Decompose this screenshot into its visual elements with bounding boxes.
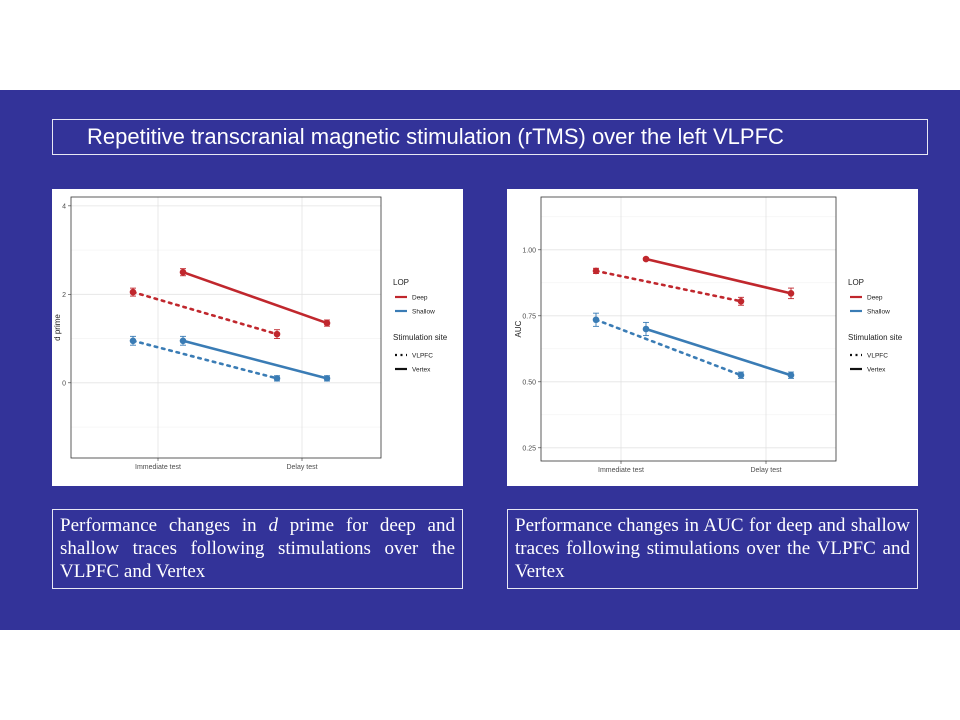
- dprime-legend-lop-title: LOP: [393, 278, 409, 287]
- auc-x-tick-label: Delay test: [750, 467, 781, 474]
- dprime-x-tick-label: Delay test: [286, 464, 317, 471]
- auc-shallow-vlpfc-line: [594, 318, 743, 377]
- auc-chart: 0.25 0.50 0.75 1.00 Immediate test Delay test…: [514, 196, 903, 474]
- auc-legend-deep-label: Deep: [867, 295, 883, 302]
- auc-deep-vertex-point: [787, 290, 795, 297]
- auc-shallow-vlpfc-point: [737, 371, 745, 379]
- auc-deep-vlpfc-point: [737, 297, 745, 305]
- auc-y-tick-label: 0.75: [522, 313, 536, 320]
- auc-shallow-vertex-point: [787, 371, 795, 379]
- caption-dprime-italic-d: d: [268, 515, 278, 536]
- auc-x-tick-label: Immediate test: [598, 467, 644, 474]
- auc-legend-shallow-label: Shallow: [867, 309, 890, 316]
- dprime-legend-vertex-label: Vertex: [412, 367, 431, 374]
- dprime-legend-deep-label: Deep: [412, 295, 428, 302]
- auc-deep-vertex-point: [642, 255, 650, 263]
- dprime-y-tick-label: 4: [62, 203, 66, 210]
- auc-deep-vlpfc-line: [594, 269, 743, 303]
- chart-panel-dprime: 0 2 4 Immediate test Delay test d prime LOP Dee…: [52, 189, 463, 486]
- dprime-deep-vertex-point: [179, 268, 187, 276]
- dprime-legend-shallow-label: Shallow: [412, 309, 435, 316]
- dprime-legend-vlpfc-label: VLPFC: [412, 353, 433, 360]
- dprime-shallow-vertex-point: [179, 337, 187, 345]
- auc-y-tick-label: 0.50: [522, 379, 536, 386]
- auc-legend-vertex-label: Vertex: [867, 367, 886, 374]
- dprime-y-tick-label: 0: [62, 380, 66, 387]
- dprime-plot-border: [70, 196, 382, 459]
- auc-y-tick-label: 0.25: [522, 445, 536, 452]
- dprime-shallow-vertex-line: [181, 339, 329, 380]
- caption-dprime-text-end: prime for deep and shallow traces follow…: [60, 515, 455, 582]
- auc-deep-vertex-line: [644, 257, 793, 295]
- caption-dprime: Performance changes in d prime for deep …: [52, 509, 463, 589]
- auc-y-axis-label: AUC: [514, 320, 523, 337]
- auc-plot-border: [540, 196, 837, 462]
- auc-legend-site-title: Stimulation site: [848, 333, 903, 342]
- dprime-y-axis-label: d prime: [53, 314, 62, 341]
- auc-deep-vlpfc-point: [592, 267, 600, 275]
- auc-shallow-vlpfc-point: [592, 316, 600, 324]
- auc-shallow-vertex-line: [644, 327, 793, 377]
- slide-title: Repetitive transcranial magnetic stimula…: [52, 119, 928, 155]
- dprime-y-tick-label: 2: [62, 292, 66, 299]
- dprime-chart: 0 2 4 Immediate test Delay test d prime LOP Dee…: [53, 196, 448, 471]
- chart-panel-auc: 0.25 0.50 0.75 1.00 Immediate test Delay test…: [507, 189, 918, 486]
- auc-legend-vlpfc-label: VLPFC: [867, 353, 888, 360]
- dprime-deep-vertex-line: [181, 270, 329, 325]
- dprime-shallow-vertex-point: [323, 375, 331, 382]
- dprime-deep-vertex-point: [323, 319, 331, 327]
- caption-auc: Performance changes in AUC for deep and …: [507, 509, 918, 589]
- auc-shallow-vertex-point: [642, 325, 650, 333]
- dprime-legend-site-title: Stimulation site: [393, 333, 448, 342]
- dprime-shallow-vlpfc-line: [131, 339, 279, 380]
- dprime-deep-vlpfc-point: [129, 288, 137, 296]
- auc-y-tick-label: 1.00: [522, 247, 536, 254]
- dprime-shallow-vlpfc-point: [273, 375, 281, 382]
- dprime-deep-vlpfc-point: [273, 330, 281, 338]
- dprime-shallow-vlpfc-point: [129, 337, 137, 345]
- auc-legend-lop-title: LOP: [848, 278, 864, 287]
- dprime-deep-vlpfc-line: [131, 290, 279, 336]
- caption-dprime-text-start: Performance changes in: [60, 515, 269, 536]
- dprime-x-tick-label: Immediate test: [135, 464, 181, 471]
